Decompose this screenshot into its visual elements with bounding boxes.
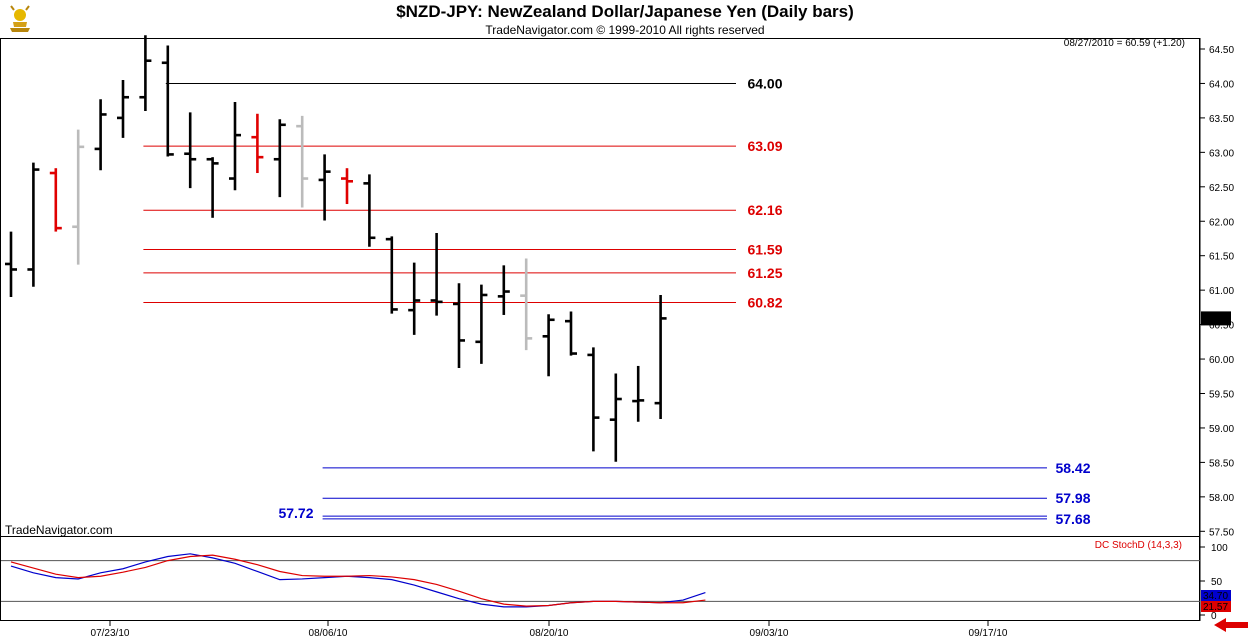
price-levels: 64.00 63.09 62.16 61.59 61.25 60.82 58.42 57.98… (143, 75, 1091, 527)
price-axis-label: 62.00 (1209, 217, 1234, 228)
price-axis-label: 60.00 (1209, 355, 1234, 366)
ohlc-bar (520, 258, 533, 351)
logo-icon (4, 4, 36, 34)
ohlc-bar (475, 284, 488, 364)
stochastic-line-k (10, 553, 706, 608)
ohlc-bar (251, 113, 264, 174)
price-level-label: 57.72 (278, 505, 313, 521)
price-axis-label: 63.00 (1209, 148, 1234, 159)
stochastic-value-label: 21.57 (1203, 602, 1228, 613)
last-quote-text: 08/27/2010 = 60.59 (+1.20) (1064, 38, 1185, 49)
ohlc-bar (5, 231, 17, 298)
price-axis-label: 58.50 (1209, 458, 1234, 469)
ohlc-bar (453, 283, 465, 369)
price-level-label: 60.82 (747, 295, 782, 311)
ohlc-bar (609, 373, 622, 462)
ohlc-bar (497, 265, 510, 315)
stochastic-panel-frame (0, 536, 1200, 621)
price-panel-frame (0, 38, 1200, 537)
ohlc-bar (296, 115, 309, 208)
date-axis-label: 09/17/10 (969, 628, 1008, 639)
price-axis-label: 64.50 (1209, 45, 1234, 56)
price-axis-label: 60.50 (1209, 321, 1234, 332)
stochastic-axis-label: 0 (1211, 611, 1217, 622)
ohlc-bar (161, 45, 174, 157)
stochastic-line-d (10, 554, 706, 607)
price-axis-label: 62.50 (1209, 183, 1234, 194)
stochastic-value-marker (1201, 601, 1231, 612)
ohlc-bar (632, 365, 645, 422)
price-axis-label: 64.00 (1209, 79, 1234, 90)
ohlc-bar (229, 102, 241, 191)
stochastic-axis-label: 50 (1211, 577, 1223, 588)
ohlc-bar (363, 174, 376, 247)
stochastic-value-label: 34.70 (1203, 591, 1228, 602)
ohlc-bar (385, 236, 398, 314)
ohlc-bar (430, 232, 443, 316)
ohlc-bar (587, 347, 600, 452)
price-axis-label: 57.50 (1209, 527, 1234, 538)
ohlc-bar (341, 168, 353, 205)
watermark-text: TradeNavigator.com (5, 523, 113, 537)
ohlc-bar (72, 129, 85, 265)
date-axis-label: 09/03/10 (750, 628, 789, 639)
ohlc-bar (94, 99, 107, 171)
price-level-label: 61.25 (747, 265, 782, 281)
price-level-label: 62.16 (747, 202, 782, 218)
stochastic-value-marker (1201, 590, 1231, 601)
price-level-label: 61.59 (747, 241, 782, 257)
ohlc-bar (49, 168, 62, 232)
date-axis-label: 08/20/10 (530, 628, 569, 639)
ohlc-bar (273, 119, 286, 198)
last-price-marker (1201, 311, 1231, 326)
ohlc-bar (184, 112, 197, 189)
price-axis: 64.50 64.00 63.50 63.00 62.50 62.00 61.50 61.00… (1200, 45, 1234, 538)
stochastic-title: DC StochD (14,3,3) (1095, 540, 1182, 551)
date-axis-label: 07/23/10 (91, 628, 130, 639)
price-bars (5, 35, 667, 462)
price-level-label: 64.00 (747, 75, 782, 91)
ohlc-bar (139, 35, 152, 112)
red-left-arrow-icon[interactable] (1214, 618, 1248, 632)
chart-title: $NZD-JPY: NewZealand Dollar/Japanese Yen… (396, 2, 854, 21)
price-level-label: 58.42 (1055, 460, 1090, 476)
ohlc-bar (27, 162, 40, 287)
date-axis: 07/23/10 08/06/10 08/20/10 09/03/10 09/17/10 (91, 621, 1008, 639)
ohlc-bar (318, 154, 331, 221)
ohlc-bar (408, 262, 421, 335)
ohlc-bar (565, 311, 577, 356)
price-axis-label: 58.00 (1209, 493, 1234, 504)
ohlc-bar (206, 157, 219, 218)
ohlc-bar (117, 80, 129, 138)
price-level-label: 57.98 (1055, 490, 1090, 506)
price-axis-label: 61.00 (1209, 286, 1234, 297)
price-level-label: 57.68 (1055, 511, 1090, 527)
price-axis-label: 59.50 (1209, 390, 1234, 401)
price-axis-label: 61.50 (1209, 252, 1234, 263)
ohlc-bar (654, 294, 667, 419)
ohlc-bar (542, 314, 555, 377)
price-axis-label: 63.50 (1209, 114, 1234, 125)
stochastic-axis-label: 100 (1211, 543, 1228, 554)
last-price-label: 60.59 (1203, 314, 1228, 325)
price-level-label: 63.09 (747, 138, 782, 154)
price-axis-label: 59.00 (1209, 424, 1234, 435)
copyright-text: TradeNavigator.com © 1999-2010 All right… (485, 23, 764, 37)
date-axis-label: 08/06/10 (309, 628, 348, 639)
